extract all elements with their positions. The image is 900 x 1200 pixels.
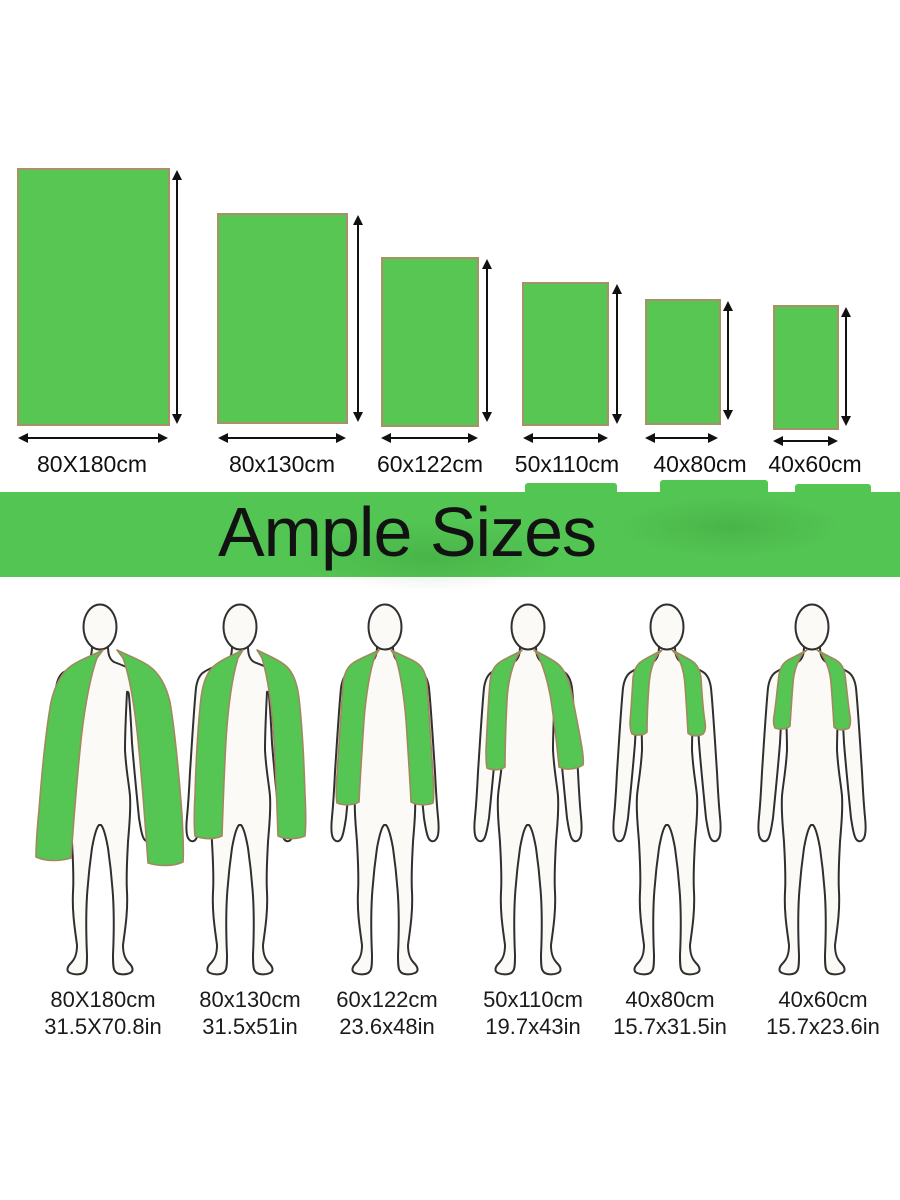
size-cm: 40x80cm — [625, 987, 715, 1012]
size-label: 40x60cm — [768, 451, 862, 477]
size-in: 15.7x23.6in — [766, 1014, 880, 1039]
height-arrow-icon — [723, 301, 733, 420]
size-in: 31.5X70.8in — [44, 1014, 162, 1039]
figure-40x60 — [727, 600, 897, 980]
size-in: 19.7x43in — [485, 1014, 581, 1039]
banner-decoration — [525, 483, 617, 493]
towel-swatch-80x130 — [217, 213, 348, 424]
towel-swatch-40x60 — [773, 305, 839, 430]
width-arrow-icon — [381, 433, 478, 443]
figure-40x80 — [582, 600, 752, 980]
towel-swatch-80x180 — [17, 168, 170, 426]
size-label: 80X180cm — [37, 451, 147, 477]
towel-drape — [335, 649, 380, 806]
width-arrow-icon — [773, 436, 838, 446]
towel-drape — [772, 649, 808, 730]
towel-drape — [671, 649, 707, 737]
towel-drape — [485, 649, 523, 771]
towel-swatch-60x122 — [381, 257, 479, 427]
banner-decoration — [795, 484, 871, 493]
towel-drape — [256, 649, 307, 840]
height-arrow-icon — [172, 170, 182, 424]
towel-drape — [629, 649, 663, 736]
figure-size-label: 60x122cm 23.6x48in — [292, 986, 482, 1040]
towel-drape — [193, 649, 244, 840]
size-label: 60x122cm — [376, 451, 484, 477]
towel-swatch-40x80 — [645, 299, 721, 425]
height-arrow-icon — [841, 307, 851, 426]
banner-title: Ample Sizes — [217, 492, 597, 571]
figure-size-label: 80x130cm 31.5x51in — [155, 986, 345, 1040]
size-in: 15.7x31.5in — [613, 1014, 727, 1039]
size-cm: 50x110cm — [483, 987, 583, 1012]
towel-drape — [390, 649, 435, 806]
height-arrow-icon — [482, 259, 492, 422]
size-cm: 80x130cm — [199, 987, 301, 1012]
figure-80x180 — [15, 600, 185, 980]
size-cm: 40x60cm — [778, 987, 868, 1012]
figure-80x130 — [155, 600, 325, 980]
towel-swatch-50x110 — [522, 282, 609, 426]
width-arrow-icon — [218, 433, 346, 443]
size-in: 23.6x48in — [339, 1014, 435, 1039]
towel-drape — [816, 649, 852, 731]
width-arrow-icon — [18, 433, 168, 443]
towel-drape — [35, 649, 104, 862]
banner-watermark — [620, 497, 840, 557]
height-arrow-icon — [353, 215, 363, 422]
figure-60x122 — [300, 600, 470, 980]
figure-size-label: 80X180cm 31.5X70.8in — [8, 986, 198, 1040]
figure-size-label: 40x80cm 15.7x31.5in — [575, 986, 765, 1040]
figure-size-label: 50x110cm 19.7x43in — [438, 986, 628, 1040]
size-label: 40x80cm — [653, 451, 747, 477]
width-arrow-icon — [523, 433, 608, 443]
width-arrow-icon — [645, 433, 718, 443]
size-in: 31.5x51in — [202, 1014, 298, 1039]
size-cm: 60x122cm — [336, 987, 438, 1012]
towel-drape — [533, 649, 585, 770]
size-label: 80x130cm — [228, 451, 336, 477]
height-arrow-icon — [612, 284, 622, 424]
towel-drape — [116, 649, 185, 867]
figure-size-label: 40x60cm 15.7x23.6in — [728, 986, 900, 1040]
figure-50x110 — [443, 600, 613, 980]
size-cm: 80X180cm — [50, 987, 156, 1012]
size-label: 50x110cm — [514, 451, 620, 477]
banner: Ample Sizes — [0, 480, 900, 592]
banner-decoration — [660, 480, 768, 493]
